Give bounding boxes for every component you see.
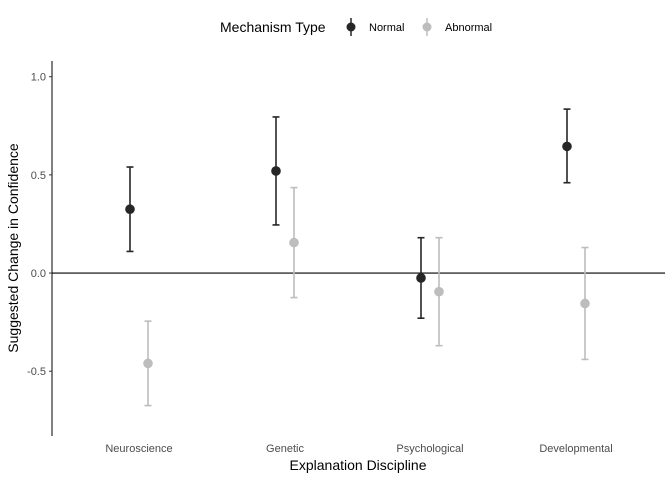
data-marks [125,108,590,407]
x-tick-label: Psychological [396,443,463,455]
data-point-abnormal [143,358,153,369]
errorbar-normal [562,108,572,184]
x-ticks: Neuroscience Genetic Psychological Developm… [105,443,612,455]
errorbar-normal [416,236,426,319]
legend-key-normal [346,18,356,36]
y-tick-label: -0.5 [27,366,46,378]
x-tick-label: Developmental [539,443,612,455]
data-point-normal [125,204,135,215]
legend-title: Mechanism Type [220,19,326,35]
x-tick-label: Neuroscience [105,443,172,455]
data-point-normal [271,166,281,176]
errorbar-abnormal [289,186,299,299]
legend-key-abnormal [422,18,432,36]
x-axis-title: Explanation Discipline [290,457,427,473]
y-tick-label: 1.0 [31,72,46,84]
x-tick-label: Genetic [266,443,304,455]
legend-label-normal: Normal [369,22,404,34]
data-point-normal [416,273,426,283]
data-point-abnormal [434,286,444,297]
errorbar-abnormal [434,236,444,347]
errorbar-normal [271,116,281,226]
errorbar-abnormal [580,246,590,361]
y-ticks: -0.5 0.0 0.5 1.0 [27,72,52,378]
legend-label-abnormal: Abnormal [445,22,492,34]
y-axis-title: Suggested Change in Confidence [5,143,21,353]
errorbar-normal [125,166,135,253]
data-point-abnormal [580,298,590,309]
errorbar-abnormal [143,320,153,407]
data-point-normal [562,141,572,152]
data-point-abnormal [289,237,299,248]
y-tick-label: 0.5 [31,170,46,182]
y-tick-label: 0.0 [31,268,46,280]
legend: Mechanism Type Normal Abnormal [220,18,492,36]
